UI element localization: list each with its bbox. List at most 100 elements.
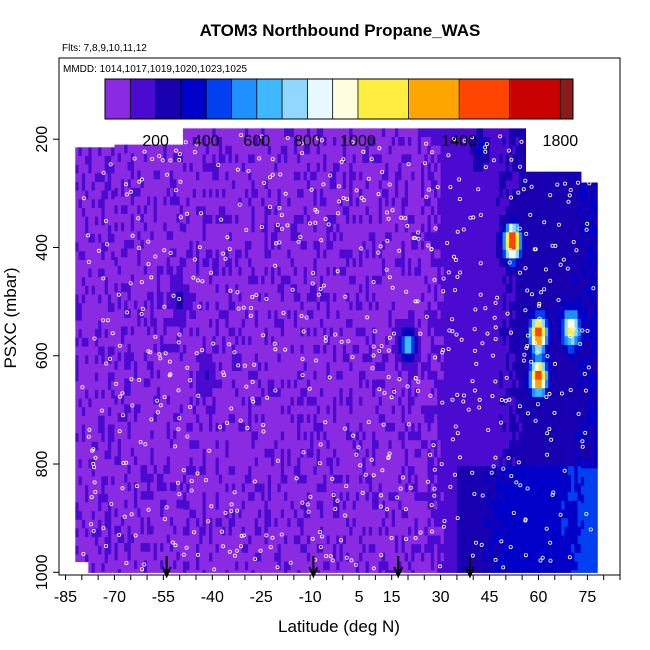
heatmap-cell (310, 526, 315, 537)
heatmap-cell (75, 459, 80, 469)
heatmap-cell (346, 492, 350, 502)
heatmap-cell (163, 326, 168, 336)
heatmap-cell (303, 370, 308, 381)
heatmap-cell (261, 396, 266, 407)
heatmap-cell (101, 389, 106, 400)
heatmap-cell (94, 173, 99, 183)
heatmap-cell (241, 518, 246, 528)
heatmap-cell (209, 223, 213, 233)
heatmap-cell (261, 500, 266, 511)
heatmap-cell (329, 318, 334, 329)
heatmap-cell (332, 509, 337, 519)
heatmap-cell (91, 181, 96, 192)
heatmap-cell (186, 318, 191, 329)
heatmap-cell (147, 534, 151, 544)
heatmap-cell (202, 301, 207, 311)
heatmap-cell (134, 361, 138, 371)
heatmap-cell (254, 327, 259, 337)
heatmap-cell (267, 292, 272, 303)
heatmap-cell (329, 379, 334, 389)
heatmap-cell (316, 284, 321, 294)
heatmap-cell (163, 213, 168, 224)
heatmap-cell (284, 336, 288, 346)
heatmap-cell (346, 206, 350, 216)
heatmap-cell (104, 233, 109, 244)
heatmap-cell (192, 301, 197, 311)
heatmap-cell (199, 492, 204, 502)
heatmap-cell (218, 344, 223, 355)
heatmap-cell (257, 405, 262, 415)
heatmap-cell (189, 396, 194, 407)
heatmap-cell (284, 518, 288, 528)
heatmap-cell (140, 317, 145, 328)
heatmap-cell (107, 294, 112, 304)
heatmap-cell (274, 570, 279, 573)
heatmap-cell (280, 318, 285, 329)
heatmap-cell (349, 145, 354, 155)
heatmap-cell (267, 206, 272, 216)
heatmap-cell (225, 561, 230, 571)
heatmap-cell (248, 544, 253, 554)
heatmap-cell (306, 128, 311, 138)
heatmap-cell (297, 552, 301, 563)
heatmap-cell (81, 155, 86, 166)
heatmap-cell (349, 535, 354, 545)
heatmap-cell (316, 180, 321, 190)
heatmap-cell (75, 554, 80, 563)
heatmap-cell (222, 388, 226, 398)
heatmap-cell (306, 405, 311, 415)
heatmap-cell (124, 179, 129, 189)
heatmap-cell (179, 352, 184, 362)
heatmap-cell (88, 216, 93, 226)
heatmap-cell (297, 214, 301, 225)
heatmap-cell (88, 537, 93, 547)
heatmap-cell (169, 335, 174, 345)
heatmap-cell (332, 544, 337, 554)
heatmap-cell (254, 266, 259, 277)
heatmap-cell (143, 421, 148, 432)
heatmap-cell (238, 431, 243, 441)
heatmap-cell (352, 180, 357, 190)
heatmap-cell (81, 199, 86, 209)
heatmap-cell (339, 266, 344, 277)
heatmap-cell (98, 216, 102, 226)
heatmap-cell (163, 560, 168, 570)
heatmap-cell (140, 196, 145, 206)
heatmap-cell (277, 509, 282, 519)
heatmap-cell (235, 258, 239, 268)
heatmap-cell (323, 474, 328, 485)
heatmap-cell (124, 491, 129, 501)
heatmap-cell (111, 337, 116, 348)
heatmap-cell (297, 197, 301, 207)
heatmap-cell (342, 163, 347, 173)
heatmap-cell (107, 199, 112, 209)
heatmap-cell (202, 128, 207, 138)
heatmap-cell (143, 222, 148, 232)
heatmap-cell (88, 459, 93, 469)
heatmap-cell (238, 492, 243, 502)
heatmap-cell (297, 448, 301, 459)
heatmap-cell (182, 509, 187, 519)
heatmap-cell (176, 205, 181, 215)
heatmap-cell (248, 526, 253, 537)
heatmap-cell (231, 466, 236, 476)
heatmap-cell (212, 370, 217, 381)
heatmap-cell (212, 197, 217, 207)
heatmap-cell (199, 145, 204, 155)
heatmap-cell (111, 285, 116, 296)
heatmap-cell (147, 274, 151, 284)
heatmap-cell (205, 422, 210, 433)
heatmap-cell (150, 291, 155, 302)
heatmap-cell (222, 327, 226, 337)
heatmap-cell (199, 258, 204, 268)
heatmap-cell (244, 388, 249, 398)
heatmap-cell (352, 535, 357, 545)
heatmap-cell (280, 431, 285, 441)
heatmap-cell (290, 275, 295, 285)
heatmap-cell (182, 474, 187, 485)
heatmap-cell (349, 163, 354, 173)
heatmap-cell (179, 239, 184, 250)
heatmap-cell (235, 292, 239, 303)
heatmap-cell (271, 258, 275, 268)
heatmap-cell (85, 320, 89, 330)
